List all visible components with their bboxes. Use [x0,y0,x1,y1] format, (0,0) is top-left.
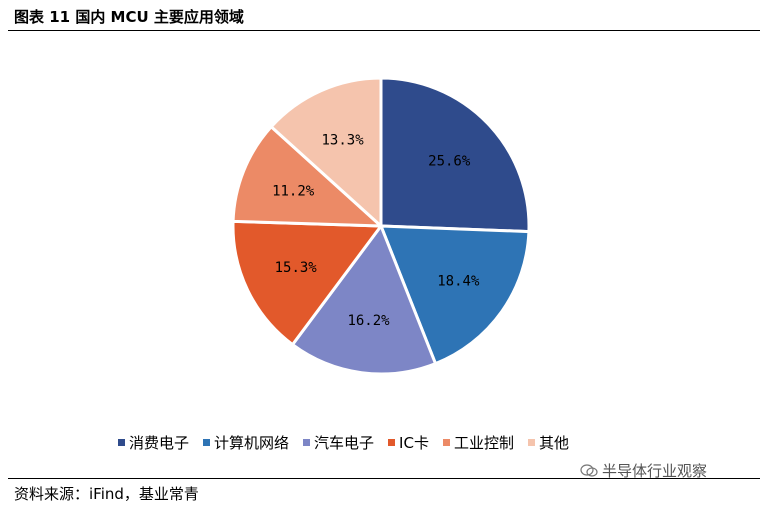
pie-slice-3 [290,222,438,376]
legend-swatch-5 [442,439,450,446]
source-rule [8,478,760,479]
legend-label-4: IC卡 [399,434,429,452]
legend-item-4: IC卡 [388,432,429,453]
legend-swatch-1 [118,439,125,446]
data-label-2: 18.4% [437,274,480,290]
watermark: 半导体行业观察 [580,460,707,481]
legend-item-6: 其他 [527,432,569,453]
chart-legend: 消费电子 计算机网络 汽车电子 IC卡 工业控制 其他 [118,432,569,453]
pie-slice-1 [379,76,531,234]
legend-swatch-4 [388,439,396,446]
legend-item-1: 消费电子 [118,432,189,453]
pie-slice-4 [231,219,384,347]
data-label-6: 13.3% [321,132,364,148]
figure-title: 图表 11 国内 MCU 主要应用领域 [14,8,244,26]
legend-label-6: 其他 [538,434,569,452]
legend-item-3: 汽车电子 [303,432,374,453]
legend-swatch-3 [303,439,311,446]
chat-bubble-icon [580,463,598,477]
legend-item-2: 计算机网络 [203,432,289,453]
legend-label-5: 工业控制 [453,434,514,452]
legend-label-3: 汽车电子 [314,434,375,452]
watermark-text: 半导体行业观察 [602,462,708,480]
pie-slice-6 [269,76,383,230]
legend-swatch-2 [203,439,211,446]
legend-swatch-6 [527,439,535,446]
title-rule [8,30,760,31]
pie-slice-5 [231,124,386,228]
pie-slice-2 [378,224,531,366]
legend-label-1: 消费电子 [129,434,190,452]
data-label-5: 11.2% [272,184,315,200]
data-label-3: 16.2% [347,313,390,329]
data-label-1: 25.6% [428,153,471,169]
legend-item-5: 工业控制 [442,432,514,453]
data-label-4: 15.3% [275,260,318,276]
pie-chart: 25.6% 18.4% 16.2% 15.3% 11.2% 13.3% [231,76,531,376]
source-note: 资料来源：iFind，基业常青 [14,485,199,503]
legend-label-2: 计算机网络 [214,434,290,452]
